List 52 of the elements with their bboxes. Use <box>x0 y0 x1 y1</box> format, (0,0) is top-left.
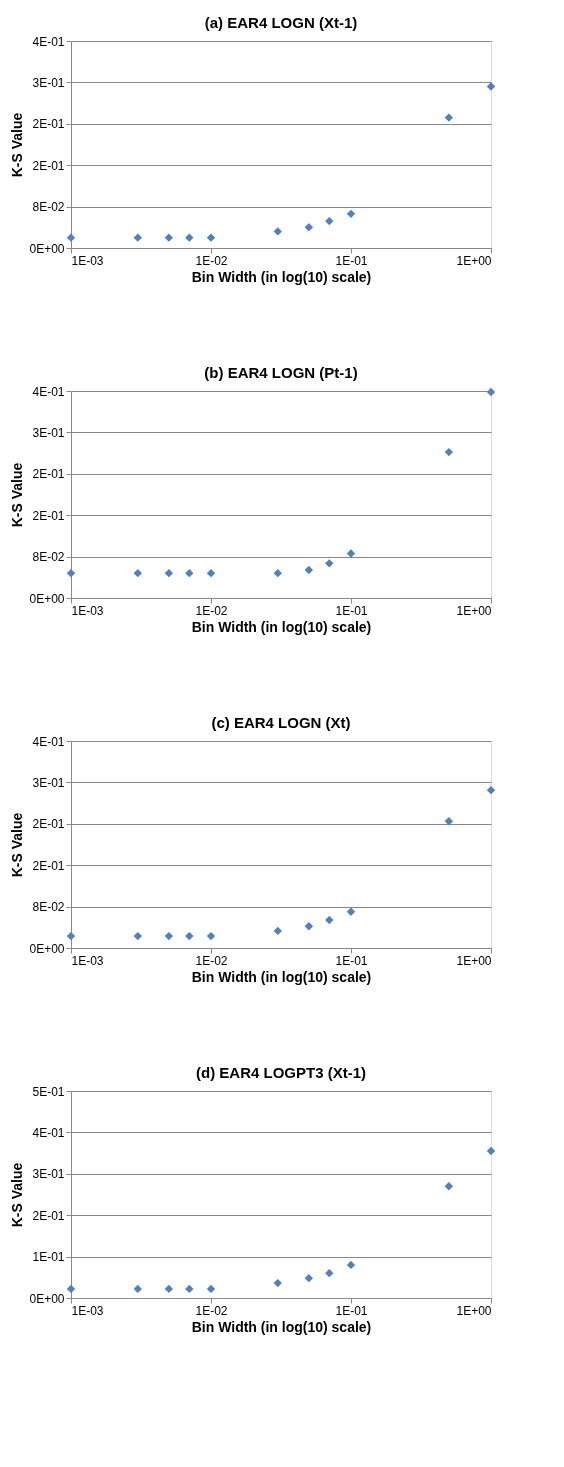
y-tick-label: 4E-01 <box>32 734 65 749</box>
y-tick-label: 0E+00 <box>29 1291 65 1306</box>
x-axis-title: Bin Width (in log(10) scale) <box>191 968 372 985</box>
y-tick-label: 3E-01 <box>32 75 65 90</box>
y-tick-label: 8E-02 <box>32 900 65 915</box>
x-axis-title: Bin Width (in log(10) scale) <box>191 618 372 635</box>
y-tick-label: 2E-01 <box>32 117 65 132</box>
y-tick-label: 2E-01 <box>32 467 65 482</box>
y-tick-label: 0E+00 <box>29 591 65 606</box>
chart-title: (b) EAR4 LOGN (Pt-1) <box>204 364 358 381</box>
x-tick-label: 1E-02 <box>195 253 228 268</box>
y-tick-label: 2E-01 <box>32 858 65 873</box>
x-tick-label: 1E+00 <box>456 253 492 268</box>
y-tick-label: 2E-01 <box>32 158 65 173</box>
x-tick-label: 1E-03 <box>71 253 104 268</box>
y-tick-label: 2E-01 <box>32 508 65 523</box>
chart-title: (a) EAR4 LOGN (Xt-1) <box>204 14 358 31</box>
x-tick-label: 1E+00 <box>456 603 492 618</box>
x-tick-label: 1E-02 <box>195 603 228 618</box>
y-tick-label: 5E-01 <box>32 1084 65 1099</box>
x-tick-label: 1E+00 <box>456 953 492 968</box>
x-tick-label: 1E+00 <box>456 1303 492 1318</box>
x-tick-label: 1E-01 <box>335 253 368 268</box>
y-tick-label: 1E-01 <box>32 1250 65 1265</box>
y-tick-label: 0E+00 <box>29 941 65 956</box>
x-tick-label: 1E-03 <box>71 953 104 968</box>
y-tick-label: 3E-01 <box>32 1167 65 1182</box>
x-axis-title: Bin Width (in log(10) scale) <box>191 1318 372 1335</box>
x-tick-label: 1E-02 <box>195 953 228 968</box>
y-tick-label: 4E-01 <box>32 1125 65 1140</box>
y-axis-title: K-S Value <box>9 1162 26 1228</box>
y-tick-label: 3E-01 <box>32 425 65 440</box>
y-tick-label: 4E-01 <box>32 34 65 49</box>
y-axis-title: K-S Value <box>9 462 26 528</box>
x-tick-label: 1E-02 <box>195 1303 228 1318</box>
y-axis-title: K-S Value <box>9 112 26 178</box>
y-tick-label: 3E-01 <box>32 775 65 790</box>
x-axis-title: Bin Width (in log(10) scale) <box>191 268 372 285</box>
y-tick-label: 8E-02 <box>32 200 65 215</box>
y-tick-label: 2E-01 <box>32 817 65 832</box>
y-tick-label: 8E-02 <box>32 550 65 565</box>
x-tick-label: 1E-03 <box>71 603 104 618</box>
x-tick-label: 1E-01 <box>335 1303 368 1318</box>
y-axis-title: K-S Value <box>9 812 26 878</box>
x-tick-label: 1E-01 <box>335 953 368 968</box>
y-tick-label: 0E+00 <box>29 241 65 256</box>
y-tick-label: 4E-01 <box>32 384 65 399</box>
y-tick-label: 2E-01 <box>32 1208 65 1223</box>
x-tick-label: 1E-03 <box>71 1303 104 1318</box>
x-tick-label: 1E-01 <box>335 603 368 618</box>
chart-title: (d) EAR4 LOGPT3 (Xt-1) <box>195 1064 367 1081</box>
chart-title: (c) EAR4 LOGN (Xt) <box>211 714 351 731</box>
